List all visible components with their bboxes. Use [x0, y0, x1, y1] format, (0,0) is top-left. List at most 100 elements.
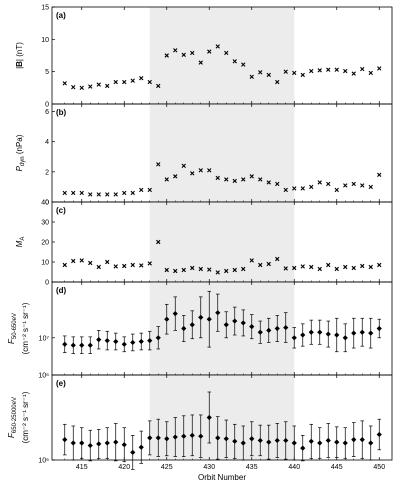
y-tick-label: 6 [45, 109, 49, 116]
data-point [266, 439, 272, 445]
panel-label: (c) [56, 206, 66, 215]
y-label-main: M [15, 240, 24, 247]
x-axis-label: Orbit Number [198, 473, 246, 482]
data-point [173, 174, 178, 179]
y-tick-label: 20 [41, 240, 49, 247]
data-point [139, 75, 144, 81]
y-label-units: | (nT) [15, 42, 24, 61]
x-tick-label: 415 [76, 464, 88, 471]
data-point [104, 440, 110, 446]
panel-d: 10⁷ 10⁶ (d) F50-650eV (cm⁻² s⁻¹ sr⁻¹) [7, 281, 393, 380]
data-point [190, 171, 195, 176]
data-point [113, 192, 118, 197]
data-point [292, 265, 297, 271]
data-point [122, 79, 127, 85]
data-point [342, 335, 348, 341]
data-point [351, 437, 357, 443]
data-point [70, 440, 76, 446]
data-point [62, 437, 68, 443]
data-point [275, 256, 280, 262]
data-point [317, 440, 323, 446]
data-point [283, 69, 288, 74]
data-point [71, 84, 76, 90]
data-point [164, 177, 169, 182]
data-point [359, 437, 365, 443]
data-point [207, 168, 212, 173]
data-point [79, 190, 84, 196]
data-point [326, 262, 331, 268]
data-point [113, 79, 118, 85]
data-point [87, 342, 93, 348]
data-point [334, 266, 339, 272]
shaded-interval [149, 7, 295, 104]
y-tick-label: 40 [41, 200, 49, 207]
y-axis-label: Pdyn (nPa) [15, 134, 26, 171]
data-point [300, 72, 305, 78]
data-point [368, 184, 373, 190]
data-point [198, 266, 203, 272]
data-point [62, 81, 67, 86]
data-point [377, 262, 382, 268]
data-point [360, 183, 365, 188]
data-point [325, 437, 331, 444]
data-point [122, 263, 127, 269]
data-point [232, 438, 238, 444]
data-point [275, 79, 280, 85]
data-point [308, 329, 314, 335]
data-point [224, 268, 229, 274]
data-point [291, 440, 297, 446]
data-point [368, 264, 373, 270]
data-point [79, 258, 84, 263]
data-point [147, 187, 152, 193]
panel-c: 0 10 20 30 40 (c) MA [15, 200, 393, 287]
data-point [198, 60, 203, 65]
data-point [351, 181, 356, 187]
data-point [334, 439, 340, 445]
data-point [130, 78, 135, 83]
data-point [343, 183, 348, 188]
data-point [275, 181, 280, 187]
data-point [105, 192, 110, 197]
x-tick-label: 435 [246, 464, 258, 471]
data-point [138, 444, 144, 450]
data-point [368, 70, 373, 76]
data-point [181, 52, 186, 58]
data-point [257, 329, 263, 335]
data-point [173, 268, 178, 274]
shaded-interval [149, 202, 295, 282]
data-point [172, 311, 178, 317]
data-point [198, 433, 204, 439]
data-point [206, 414, 212, 421]
data-point [240, 320, 246, 326]
data-point [257, 437, 263, 444]
data-point [147, 337, 153, 344]
data-point [317, 180, 322, 185]
data-point [232, 178, 237, 184]
data-point [79, 440, 85, 446]
data-point [223, 436, 229, 442]
data-point [156, 239, 161, 245]
y-tick-label: 2 [45, 169, 49, 176]
data-point [274, 325, 280, 332]
y-tick-label: 4 [45, 139, 49, 146]
y-tick-label: 10⁷ [39, 335, 50, 342]
data-point [283, 437, 289, 444]
data-point [164, 267, 169, 273]
data-point [104, 337, 110, 344]
shaded-interval [149, 375, 295, 460]
y-tick-label: 15 [41, 5, 49, 12]
data-point [164, 316, 170, 322]
data-point [249, 324, 255, 330]
data-point [343, 68, 348, 74]
y-label-subscript: 650-25000eV [12, 397, 18, 433]
data-point [96, 264, 101, 270]
data-point [368, 330, 374, 336]
data-point [139, 263, 144, 268]
y-tick-label: 10 [41, 37, 49, 44]
data-point [207, 49, 212, 54]
data-point [190, 50, 195, 56]
data-point [266, 261, 271, 267]
data-point [155, 335, 161, 341]
data-point [147, 79, 152, 85]
data-point [258, 70, 263, 75]
